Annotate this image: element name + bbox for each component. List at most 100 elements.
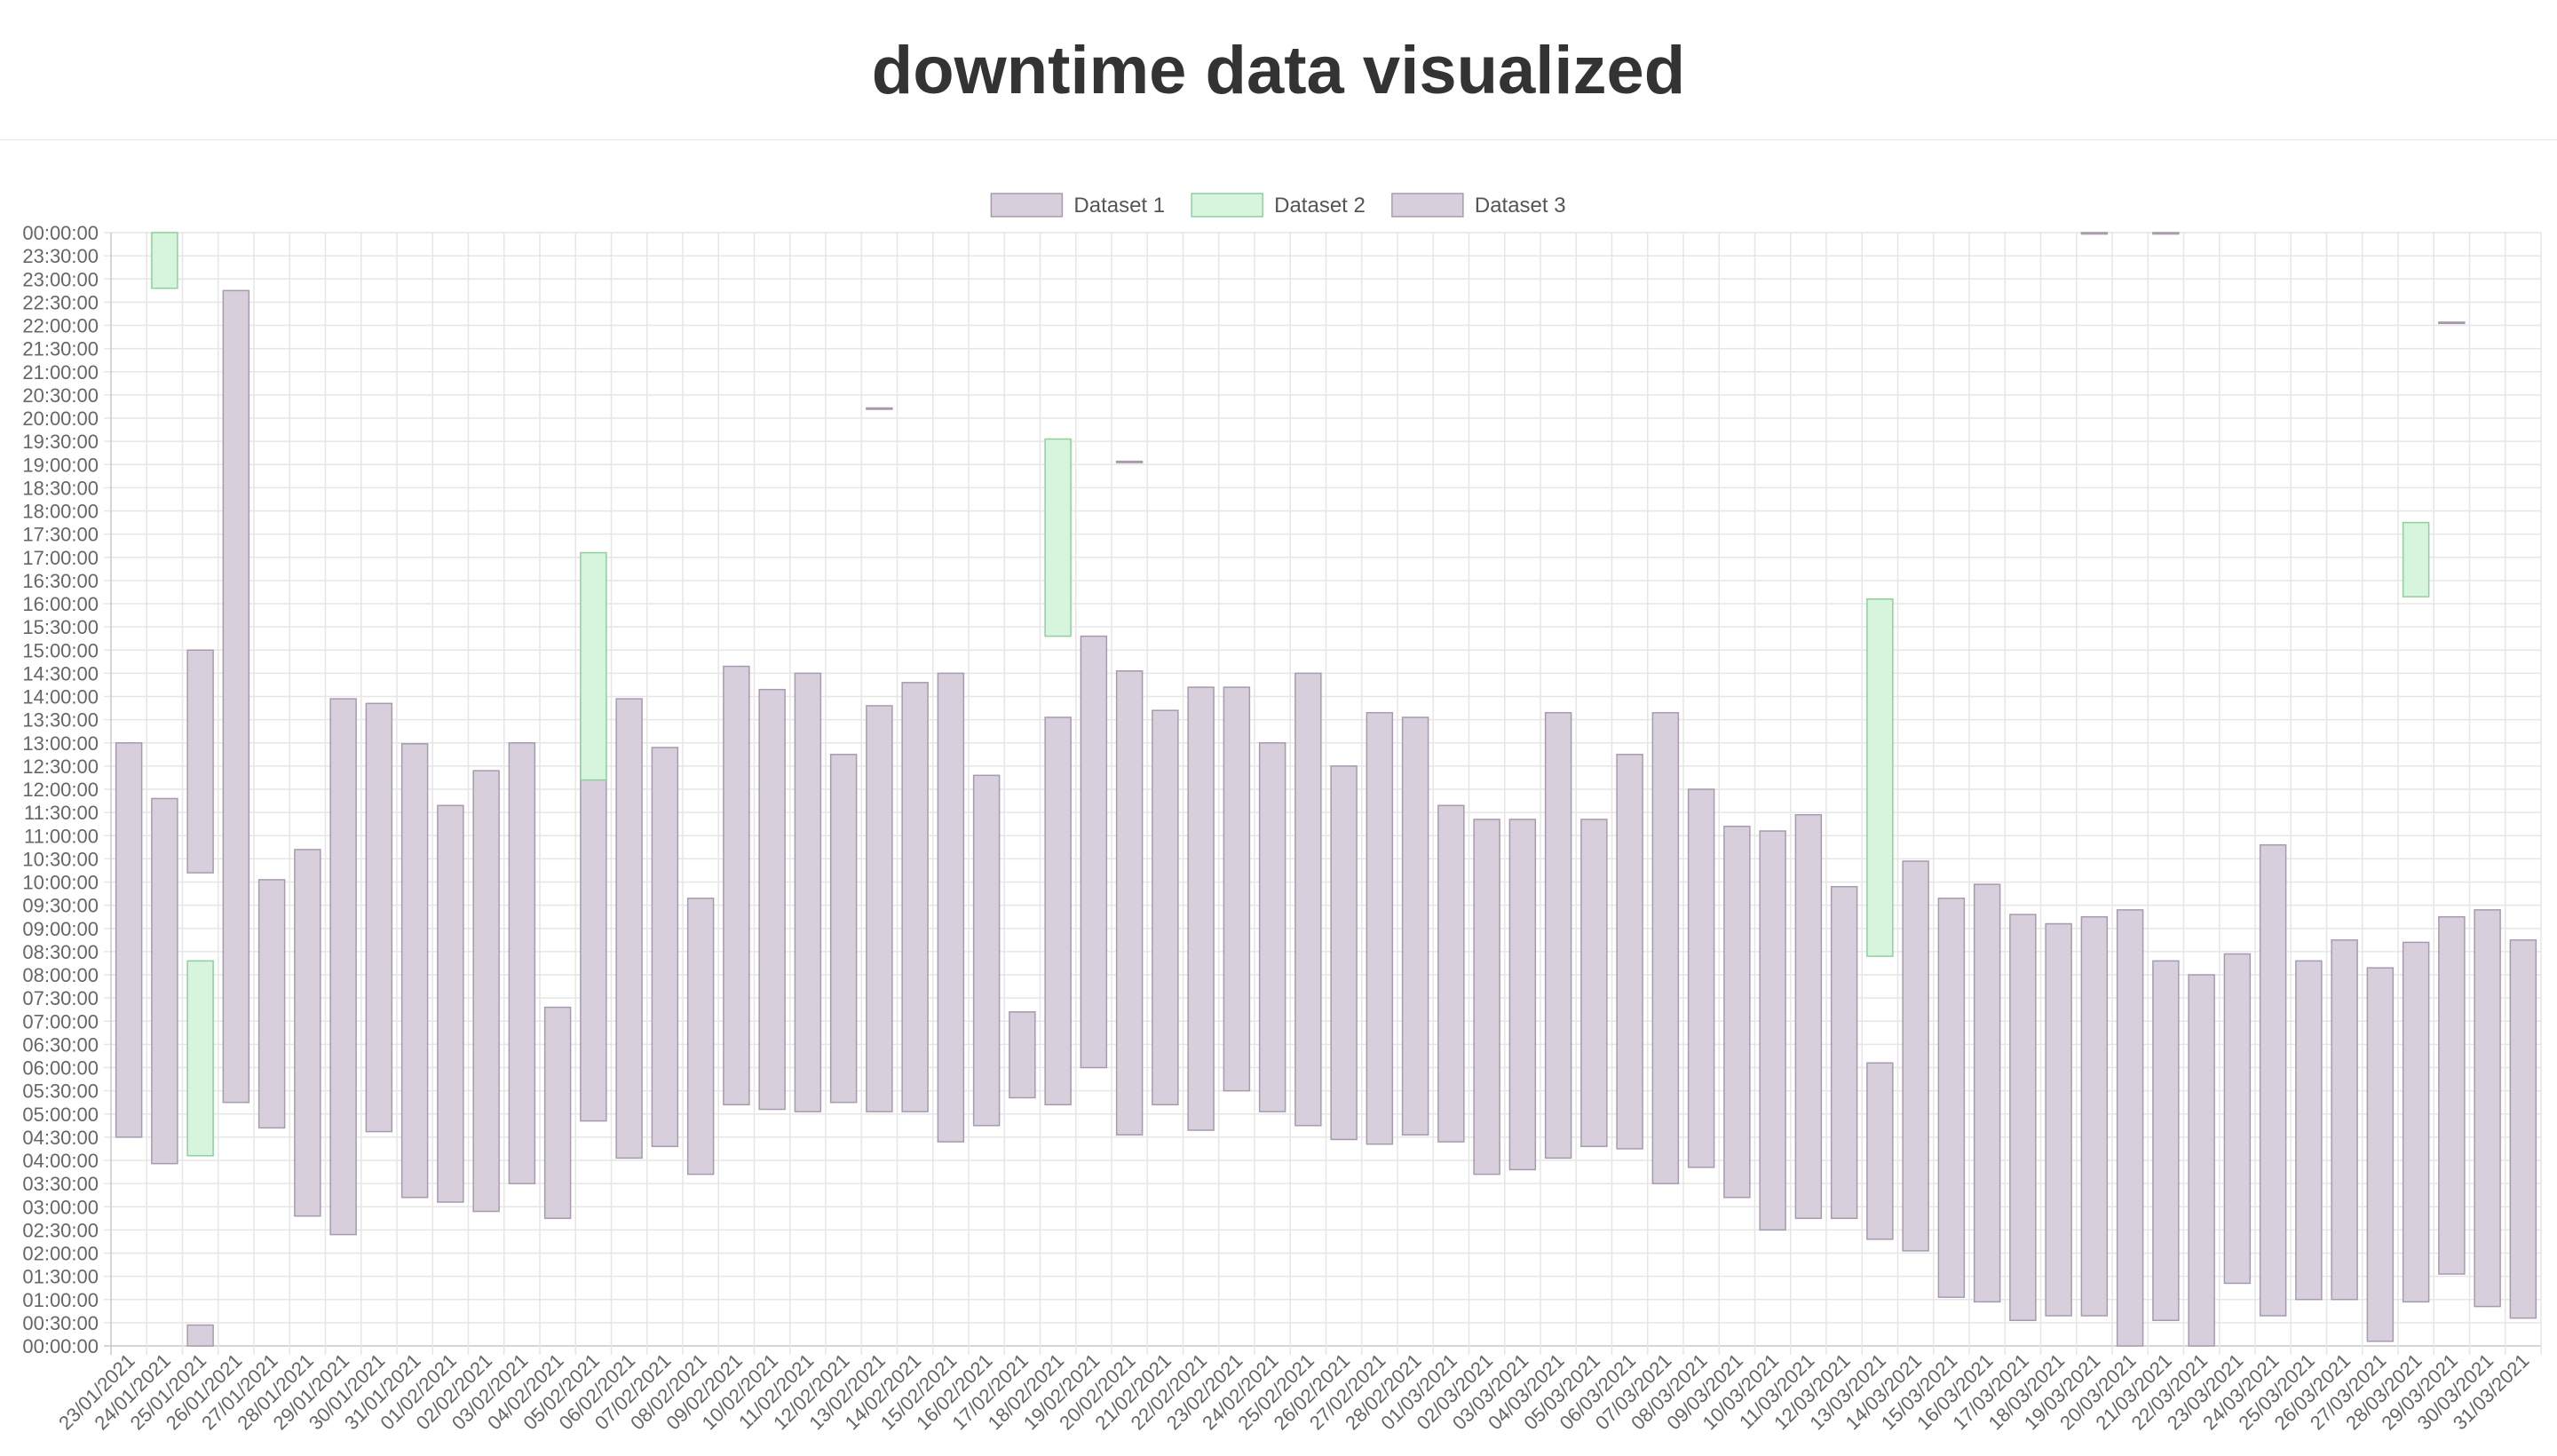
bar-dataset-2[interactable] (151, 232, 178, 289)
bar-dataset-2[interactable] (1044, 438, 1072, 637)
bar-dataset-1[interactable] (686, 898, 715, 1175)
bar-dataset-1[interactable] (723, 665, 750, 1106)
bar-dataset-1[interactable] (257, 879, 286, 1129)
bar-dataset-1[interactable] (2116, 909, 2144, 1347)
bar-dataset-1[interactable] (2223, 953, 2252, 1285)
bar-dataset-1[interactable] (1009, 1011, 1036, 1099)
bar-dataset-1[interactable] (2474, 909, 2501, 1308)
bar-dataset-1[interactable] (1473, 819, 1500, 1175)
bar-dataset-1[interactable] (294, 849, 321, 1217)
bar-dataset-2[interactable] (580, 551, 607, 781)
bar-dataset-1[interactable] (1152, 709, 1179, 1106)
bar-dataset-1[interactable] (651, 747, 679, 1148)
bar-dataset-1[interactable] (186, 649, 214, 874)
bar-dataset-1[interactable] (472, 770, 500, 1213)
y-tick-label: 12:30:00 (22, 756, 99, 778)
bar-dataset-3[interactable] (2080, 232, 2109, 235)
y-tick-label: 18:00:00 (22, 501, 99, 523)
bar-dataset-1[interactable] (1544, 712, 1572, 1159)
bar-dataset-1[interactable] (866, 705, 893, 1112)
y-tick-label: 06:00:00 (22, 1057, 99, 1080)
bar-dataset-1[interactable] (1830, 885, 1858, 1220)
y-tick-label: 07:00:00 (22, 1010, 99, 1033)
bar-dataset-1[interactable] (1223, 686, 1251, 1092)
bar-dataset-1[interactable] (1258, 742, 1286, 1112)
bar-dataset-1[interactable] (1401, 716, 1429, 1136)
bar-dataset-1[interactable] (1651, 712, 1680, 1184)
bar-dataset-1[interactable] (2009, 914, 2037, 1322)
y-tick-label: 06:30:00 (22, 1033, 99, 1056)
bar-dataset-1[interactable] (2402, 941, 2430, 1303)
bar-dataset-1[interactable] (2438, 915, 2466, 1275)
bar-dataset-1[interactable] (2331, 939, 2358, 1301)
bar-dataset-1[interactable] (1759, 830, 1786, 1231)
bar-dataset-1[interactable] (400, 743, 429, 1199)
y-tick-label: 23:00:00 (22, 268, 99, 290)
bar-dataset-1[interactable] (1723, 826, 1751, 1199)
legend-item[interactable]: Dataset 3 (1391, 193, 1566, 218)
bar-dataset-1[interactable] (1115, 670, 1144, 1136)
downtime-bar-chart: Dataset 1 Dataset 2 Dataset 3 00:00:0000:3… (22, 193, 2542, 1434)
bar-dataset-1[interactable] (1866, 1062, 1894, 1240)
bar-dataset-1[interactable] (1973, 883, 2001, 1303)
bar-dataset-3[interactable] (866, 407, 893, 410)
y-tick-label: 12:00:00 (22, 779, 99, 801)
bar-dataset-1[interactable] (1580, 819, 1608, 1148)
bar-dataset-1[interactable] (1294, 672, 1322, 1127)
y-tick-label: 02:00:00 (22, 1243, 99, 1265)
bar-dataset-1[interactable] (2259, 843, 2287, 1317)
bar-dataset-1[interactable] (2188, 974, 2215, 1347)
bar-dataset-1[interactable] (1437, 804, 1465, 1143)
bar-dataset-1[interactable] (1616, 754, 1643, 1150)
chart-legend[interactable]: Dataset 1 Dataset 2 Dataset 3 (990, 193, 1566, 218)
bar-dataset-1[interactable] (972, 774, 1001, 1127)
bar-dataset-1[interactable] (365, 702, 393, 1133)
legend-label: Dataset 1 (1073, 194, 1165, 218)
bar-dataset-1[interactable] (1937, 898, 1966, 1298)
bar-dataset-1[interactable] (151, 797, 178, 1165)
bar-dataset-2[interactable] (186, 960, 214, 1157)
bar-dataset-1[interactable] (115, 742, 143, 1138)
bar-dataset-1[interactable] (543, 1006, 572, 1220)
legend-item[interactable]: Dataset 1 (990, 193, 1165, 218)
bar-dataset-3[interactable] (2152, 232, 2180, 235)
bar-dataset-1[interactable] (508, 742, 536, 1184)
page-title: downtime data visualized (871, 33, 1686, 108)
bar-dataset-1[interactable] (437, 804, 464, 1203)
bar-dataset-3[interactable] (2438, 321, 2466, 325)
bar-dataset-3[interactable] (1115, 460, 1144, 463)
bar-dataset-1[interactable] (2366, 967, 2395, 1342)
bar-dataset-1[interactable] (937, 672, 965, 1143)
y-tick-label: 04:30:00 (22, 1127, 99, 1149)
bar-dataset-1[interactable] (758, 688, 786, 1111)
bar-dataset-1[interactable] (1080, 635, 1108, 1069)
bar-dataset-1[interactable] (2509, 939, 2537, 1319)
bar-dataset-1[interactable] (1508, 819, 1537, 1171)
bar-dataset-1[interactable] (829, 754, 858, 1104)
bar-dataset-3[interactable] (186, 1324, 214, 1347)
bar-dataset-1[interactable] (2080, 915, 2109, 1317)
bar-dataset-1[interactable] (1187, 686, 1215, 1131)
legend-swatch (1391, 193, 1464, 218)
y-tick-label: 15:30:00 (22, 616, 99, 638)
bar-dataset-1[interactable] (1794, 813, 1823, 1220)
bar-dataset-1[interactable] (2295, 960, 2323, 1301)
bar-dataset-1[interactable] (329, 698, 357, 1236)
bar-dataset-1[interactable] (1044, 716, 1072, 1106)
bar-dataset-1[interactable] (2152, 960, 2180, 1322)
bar-dataset-1[interactable] (222, 289, 250, 1104)
bar-dataset-1[interactable] (1687, 788, 1715, 1168)
bar-dataset-2[interactable] (1866, 598, 1894, 957)
y-tick-label: 07:30:00 (22, 987, 99, 1009)
bar-dataset-1[interactable] (794, 672, 822, 1112)
bar-dataset-1[interactable] (1366, 712, 1394, 1145)
bar-dataset-1[interactable] (1330, 765, 1358, 1141)
bar-dataset-1[interactable] (1902, 860, 1929, 1252)
legend-item[interactable]: Dataset 2 (1191, 193, 1366, 218)
bar-dataset-2[interactable] (2402, 521, 2430, 597)
bar-dataset-1[interactable] (615, 698, 643, 1159)
bar-dataset-1[interactable] (901, 682, 929, 1112)
y-tick-label: 01:00:00 (22, 1289, 99, 1311)
legend-label: Dataset 3 (1475, 194, 1566, 218)
bar-dataset-1[interactable] (2045, 922, 2072, 1317)
